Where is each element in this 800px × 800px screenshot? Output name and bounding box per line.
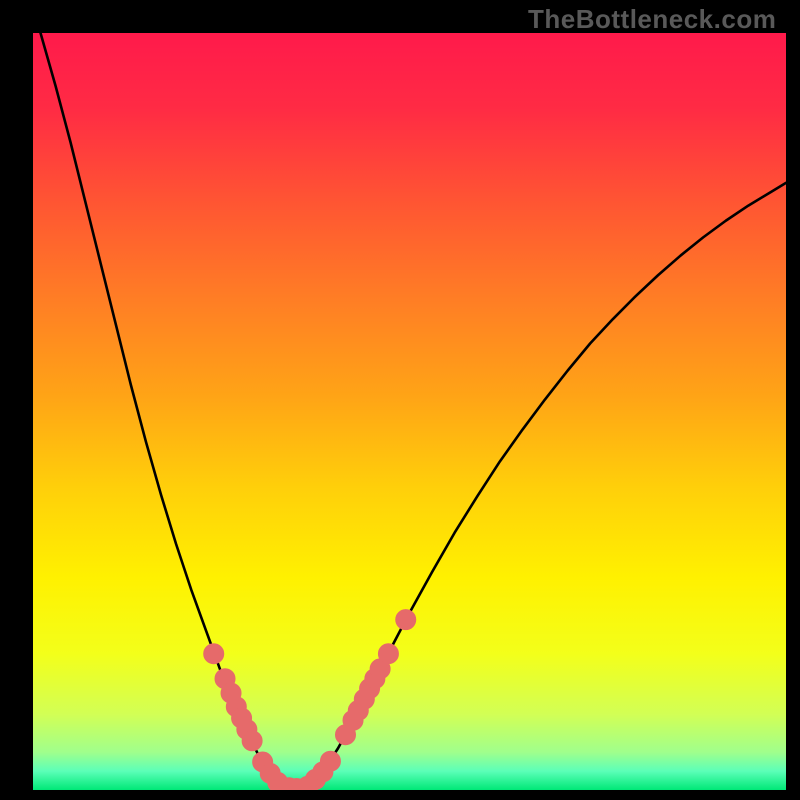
plot-svg [33,33,786,790]
data-marker [378,644,398,664]
watermark-text: TheBottleneck.com [528,4,776,35]
plot-area [33,33,786,790]
data-marker [396,610,416,630]
data-marker [242,731,262,751]
gradient-background [33,33,786,790]
data-marker [320,751,340,771]
data-marker [204,644,224,664]
